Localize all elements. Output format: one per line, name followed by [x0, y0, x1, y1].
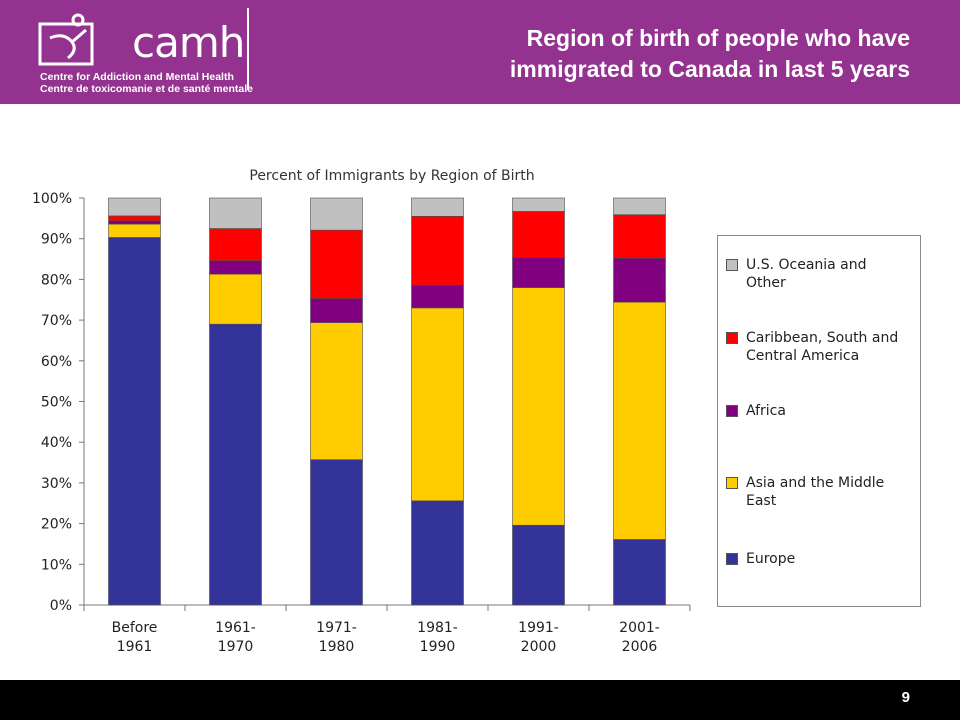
legend-swatch [726, 553, 738, 565]
y-tick-label: 30% [41, 476, 72, 492]
bar-segment [613, 301, 666, 540]
y-tick-label: 60% [41, 354, 72, 370]
legend-swatch [726, 477, 738, 489]
x-tick-label: 1980 [319, 639, 355, 655]
bar-segment [411, 307, 464, 502]
x-tick-label: 2000 [521, 639, 557, 655]
legend-item: U.S. Oceania and Other [726, 256, 922, 292]
x-tick-label: 1961 [117, 639, 153, 655]
legend-label: Europe [746, 550, 795, 568]
y-tick-label: 80% [41, 272, 72, 288]
bar-segment [310, 459, 363, 606]
x-tick-label: 1961- [215, 620, 256, 636]
legend-item: Caribbean, South and Central America [726, 329, 922, 365]
bar-segment [209, 323, 262, 606]
x-tick-label: 1990 [420, 639, 456, 655]
chart-legend: U.S. Oceania and Other Caribbean, South an… [717, 235, 921, 607]
header-divider [247, 8, 249, 90]
bar-segment [512, 524, 565, 606]
bar-segment [209, 273, 262, 325]
x-tick-label: 1991- [518, 620, 559, 636]
bar-segment [613, 539, 666, 606]
x-tick-label: 1981- [417, 620, 458, 636]
bar-segment [108, 220, 161, 225]
x-tick-label: 1971- [316, 620, 357, 636]
chart-title: Percent of Immigrants by Region of Birth [249, 168, 534, 184]
bar-segment [613, 257, 666, 303]
legend-label-line: East [746, 493, 777, 509]
bar-segment [613, 197, 666, 215]
logo-tagline-en: Centre for Addiction and Mental Health [40, 71, 234, 83]
bar-segment [108, 197, 161, 217]
x-tick-label: 1970 [218, 639, 254, 655]
slide-header: camh Centre for Addiction and Mental Hea… [0, 0, 960, 104]
y-tick-label: 0% [50, 598, 72, 614]
bar-segment [310, 298, 363, 323]
legend-label-line: Caribbean, South and [746, 330, 899, 346]
bar-segment [411, 216, 464, 286]
legend-swatch [726, 259, 738, 271]
bar-segment [209, 260, 262, 275]
logo-tagline-fr: Centre de toxicomanie et de santé mental… [40, 83, 253, 95]
camh-logo: camh Centre for Addiction and Mental Hea… [32, 10, 253, 95]
bar-segment [108, 223, 161, 238]
legend-label: Africa [746, 402, 786, 420]
legend-label-line: Europe [746, 551, 796, 567]
legend-label-line: Other [746, 275, 786, 291]
bar-segment [411, 284, 464, 309]
legend-item: Asia and the Middle East [726, 474, 922, 510]
legend-label: U.S. Oceania and Other [746, 256, 867, 292]
legend-label-line: Africa [746, 403, 786, 419]
bar-segment [108, 215, 161, 222]
camh-figure-icon [38, 13, 94, 66]
bar-segment [209, 197, 262, 229]
slide-footer: 9 [0, 680, 960, 720]
y-tick-label: 90% [41, 232, 72, 248]
bar-segment [108, 237, 161, 606]
bar-segment [310, 229, 363, 299]
legend-label-line: Central America [746, 348, 860, 364]
legend-item: Europe [726, 550, 922, 568]
bar-segment [613, 214, 666, 259]
bar-segment [310, 197, 363, 231]
legend-swatch [726, 332, 738, 344]
logo-wordmark: camh [132, 18, 245, 67]
legend-label: Caribbean, South and Central America [746, 329, 898, 365]
slide-title-line-2: immigrated to Canada in last 5 years [509, 56, 910, 82]
y-tick-label: 20% [41, 517, 72, 533]
bar-segment [411, 197, 464, 217]
y-tick-label: 50% [41, 395, 72, 411]
page-number: 9 [901, 689, 910, 706]
bar-segment [411, 500, 464, 606]
y-tick-label: 100% [32, 191, 72, 207]
slide-title: Region of birth of people who have immig… [290, 23, 910, 85]
bar-segment [512, 287, 565, 526]
legend-swatch [726, 405, 738, 417]
bar-segment [512, 197, 565, 212]
y-tick-label: 40% [41, 435, 72, 451]
bar-segment [310, 322, 363, 461]
y-tick-label: 10% [41, 557, 72, 573]
x-tick-label: 2001- [619, 620, 660, 636]
legend-item: Africa [726, 402, 922, 420]
bar-segment [209, 228, 262, 261]
legend-label: Asia and the Middle East [746, 474, 884, 510]
slide-title-line-1: Region of birth of people who have [526, 25, 910, 51]
x-tick-label: Before [112, 620, 158, 636]
bar-segment [512, 211, 565, 258]
x-tick-label: 2006 [622, 639, 658, 655]
stacked-bar-chart: Percent of Immigrants by Region of Birth… [32, 168, 691, 655]
bar-segment [512, 257, 565, 288]
legend-label-line: U.S. Oceania and [746, 257, 867, 273]
y-tick-label: 70% [41, 313, 72, 329]
legend-label-line: Asia and the Middle [746, 475, 885, 491]
